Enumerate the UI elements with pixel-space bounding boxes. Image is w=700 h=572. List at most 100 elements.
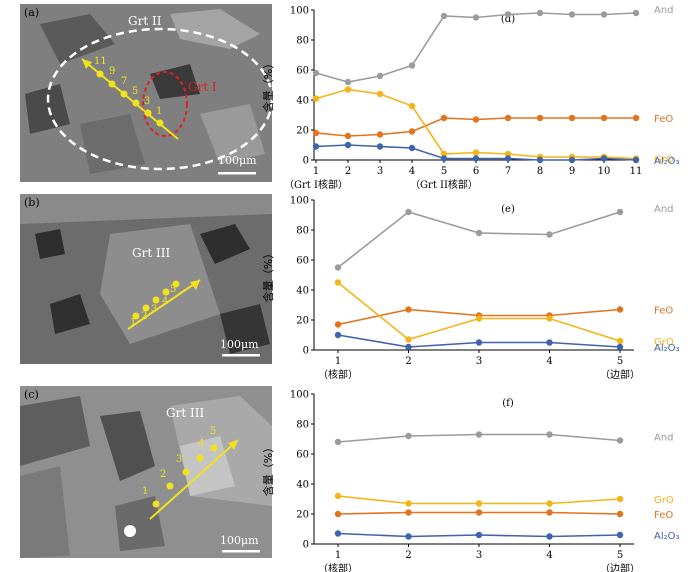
photo-c-letter: (c) bbox=[24, 388, 39, 401]
chart-e-series-gro-label: GrO bbox=[654, 337, 674, 348]
chart-e-series-al2o3-point bbox=[405, 343, 412, 351]
photo-a-point-label: 1 bbox=[156, 106, 163, 117]
chart-d-series-feo-point bbox=[600, 114, 608, 122]
chart-f-y-tick-label: 60 bbox=[296, 450, 309, 461]
chart-d-y-label: 含量（%） bbox=[261, 58, 275, 112]
chart-d-series-gro-line bbox=[315, 88, 637, 160]
chart-f-series-gro-point bbox=[405, 500, 412, 507]
chart-e-x-tick-label: 5 bbox=[617, 356, 623, 367]
chart-e-series-al2o3-point bbox=[475, 339, 483, 346]
chart-e-series-gro-point bbox=[334, 279, 342, 286]
photo-a: (a) Grt II Grt I 100μm 11 9 7 5 3 1 bbox=[20, 4, 272, 182]
chart-e-series-al2o3-label: Al₂O₃ bbox=[654, 343, 680, 354]
chart-f-series-feo-point bbox=[334, 510, 342, 518]
chart-d-series-feo-point bbox=[344, 132, 352, 140]
chart-d-series-feo-point bbox=[568, 114, 576, 122]
chart-e-series-and-point bbox=[475, 229, 483, 237]
chart-f-series-al2o3-point bbox=[616, 531, 624, 539]
photo-b-scale: 100μm bbox=[220, 338, 259, 351]
chart-e-y-tick-label: 80 bbox=[296, 226, 309, 237]
chart-f-series-and-point bbox=[475, 431, 483, 438]
chart-d-series-feo-point bbox=[376, 131, 384, 138]
chart-e-series-gro-point bbox=[405, 336, 412, 343]
photo-b-point-label: 3 bbox=[151, 304, 158, 315]
chart-e-series-and-point bbox=[405, 208, 412, 216]
chart-e-series-and-line bbox=[337, 211, 621, 269]
photo-a-point-label: 3 bbox=[144, 96, 151, 107]
chart-d-series-gro-point bbox=[376, 90, 384, 98]
chart-e-x-tick-label: 3 bbox=[476, 356, 482, 367]
chart-d-series-gro-label: GrO bbox=[654, 155, 674, 166]
photo-c-point-label: 2 bbox=[160, 469, 167, 480]
photo-b-point-label: 2 bbox=[141, 311, 148, 322]
chart-e-series-feo-label: FeO bbox=[654, 306, 673, 317]
chart-e-series-al2o3-point bbox=[334, 331, 342, 339]
photo-b: (b) Grt III 100μm 1 2 3 4 5 bbox=[20, 194, 272, 364]
chart-f-x-tick-label: 5 bbox=[617, 550, 623, 561]
chart-d-series-al2o3-point bbox=[504, 155, 512, 162]
chart-d-x-tick-label: 5 bbox=[441, 166, 447, 177]
chart-f-series-and-point bbox=[546, 431, 553, 438]
chart-d-series-and-point bbox=[312, 69, 320, 77]
chart-f-series-and-point bbox=[405, 432, 412, 440]
chart-d-series-feo-point bbox=[632, 114, 640, 122]
chart-d-y-tick-label: 0 bbox=[303, 156, 309, 167]
photo-c: (c) Grt III 100μm 1 2 3 4 5 bbox=[20, 386, 272, 558]
chart-d-bottom-label: （Grt II核部） bbox=[410, 178, 478, 191]
photo-a-point-label: 5 bbox=[132, 86, 139, 97]
chart-d-series-al2o3-point bbox=[312, 143, 320, 150]
chart-d-series-gro-point bbox=[504, 150, 512, 158]
photo-c-scale: 100μm bbox=[220, 534, 259, 547]
chart-f-y-tick-label: 40 bbox=[296, 480, 309, 491]
chart-d-x-tick-label: 4 bbox=[409, 166, 415, 177]
chart-d-series-and-point bbox=[504, 11, 512, 18]
chart-f-y-tick-label: 0 bbox=[303, 540, 309, 551]
chart-e-bottom-label: （边部） bbox=[600, 368, 640, 381]
photo-c-point-label: 1 bbox=[142, 486, 149, 497]
chart-f-series-and-point bbox=[334, 438, 342, 446]
chart-e-y-label: 含量（%） bbox=[261, 248, 275, 302]
chart-d-x-tick-label: 2 bbox=[345, 166, 351, 177]
photo-c-point-label: 4 bbox=[198, 438, 205, 449]
chart-d: (d) 0 20 40 60 80 100 含量（%） 1 2 3 4 5 6 7 8 9 10 11 （Grt I核… bbox=[258, 0, 700, 191]
chart-d-bottom-label: （Grt I核部） bbox=[284, 178, 348, 191]
photo-b-letter: (b) bbox=[24, 196, 40, 209]
chart-f-series-al2o3-point bbox=[475, 531, 483, 539]
chart-d-x-tick-label: 7 bbox=[505, 166, 511, 177]
chart-e-svg: (e) 0 20 40 60 80 100 含量（%） 1 2 3 4 5 （核部） （边部） And FeO G… bbox=[261, 196, 680, 382]
photo-a-label-grt1: Grt I bbox=[188, 80, 217, 94]
chart-e-series-gro-point bbox=[546, 315, 553, 322]
chart-e-x-tick-label: 1 bbox=[335, 356, 341, 367]
photo-a-letter: (a) bbox=[24, 6, 40, 19]
chart-d-series-and-point bbox=[472, 14, 480, 21]
chart-f-series-and-label: And bbox=[654, 433, 674, 444]
chart-d-series-gro-point bbox=[408, 102, 416, 110]
chart-f-series-al2o3-point bbox=[405, 533, 412, 540]
chart-e-series-gro-line bbox=[337, 281, 621, 342]
chart-e-series-feo-point bbox=[405, 306, 412, 313]
chart-e-series-and-point bbox=[616, 208, 624, 216]
chart-d-series-feo-point bbox=[536, 114, 544, 122]
photo-a-label-grt2: Grt II bbox=[128, 14, 162, 28]
chart-d-series-and-point bbox=[408, 62, 416, 69]
chart-d-x-tick-label: 10 bbox=[598, 166, 611, 177]
chart-f-series-gro-label: GrO bbox=[654, 495, 674, 506]
chart-d-series-al2o3-point bbox=[536, 156, 544, 164]
chart-e-x-tick-label: 2 bbox=[405, 356, 411, 367]
chart-d-series-and-label: And bbox=[654, 5, 674, 16]
chart-d-series-and-point bbox=[344, 78, 352, 86]
chart-e-series-feo-point bbox=[334, 321, 342, 328]
chart-e-y-tick-label: 60 bbox=[296, 256, 309, 267]
chart-d-series-gro-point bbox=[472, 149, 480, 156]
chart-f-svg: (f) 0 20 40 60 80 100 含量（%） 1 2 3 4 5 （核部） （边部） And GrO F… bbox=[261, 390, 680, 572]
chart-f-y-tick-label: 20 bbox=[296, 510, 309, 521]
chart-e-y-tick-label: 40 bbox=[296, 286, 309, 297]
chart-e-series-and-point bbox=[546, 231, 553, 238]
photo-c-label-grt3: Grt III bbox=[166, 406, 205, 420]
chart-f-series-gro-point bbox=[546, 500, 553, 507]
chart-d-y-tick-label: 20 bbox=[296, 126, 309, 137]
chart-d-x-tick-label: 8 bbox=[537, 166, 543, 177]
chart-e-y-tick-label: 100 bbox=[290, 196, 309, 207]
chart-d-series-al2o3-point bbox=[600, 155, 608, 162]
chart-d-series-feo-point bbox=[504, 114, 512, 122]
